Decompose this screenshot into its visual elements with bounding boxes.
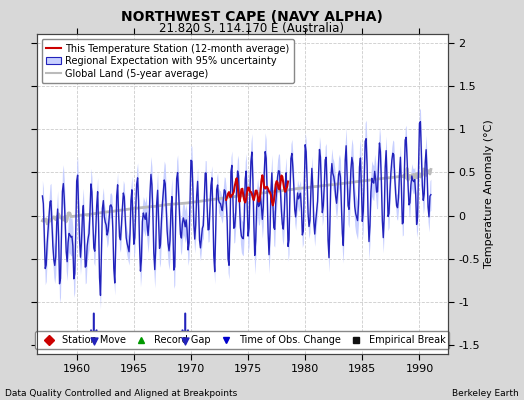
Point: [181, 338, 189, 344]
Point: [90, 338, 98, 344]
Text: NORTHWEST CAPE (NAVY ALPHA): NORTHWEST CAPE (NAVY ALPHA): [121, 10, 383, 24]
Y-axis label: Temperature Anomaly (°C): Temperature Anomaly (°C): [484, 120, 494, 268]
Text: Berkeley Earth: Berkeley Earth: [452, 389, 519, 398]
Text: Data Quality Controlled and Aligned at Breakpoints: Data Quality Controlled and Aligned at B…: [5, 389, 237, 398]
Legend: Station Move, Record Gap, Time of Obs. Change, Empirical Break: Station Move, Record Gap, Time of Obs. C…: [35, 331, 450, 349]
Text: 21.820 S, 114.170 E (Australia): 21.820 S, 114.170 E (Australia): [159, 22, 344, 35]
